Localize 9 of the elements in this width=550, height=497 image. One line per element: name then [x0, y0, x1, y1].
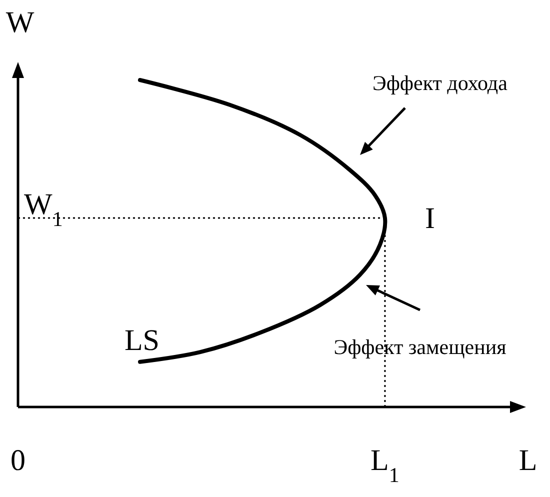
y-axis-title: W — [6, 6, 35, 39]
annotation: I — [424, 202, 435, 235]
x-axis-title: L — [518, 444, 538, 477]
x-tick-label: 0 — [10, 444, 26, 477]
ref-line-label: W$_{1}$ — [24, 188, 63, 231]
annotation: Эффект дохода — [372, 71, 508, 95]
annotation: LS — [124, 324, 160, 357]
x-tick-label: L$_{1}$ — [370, 444, 400, 487]
annotation: Эффект замещения — [334, 335, 507, 359]
